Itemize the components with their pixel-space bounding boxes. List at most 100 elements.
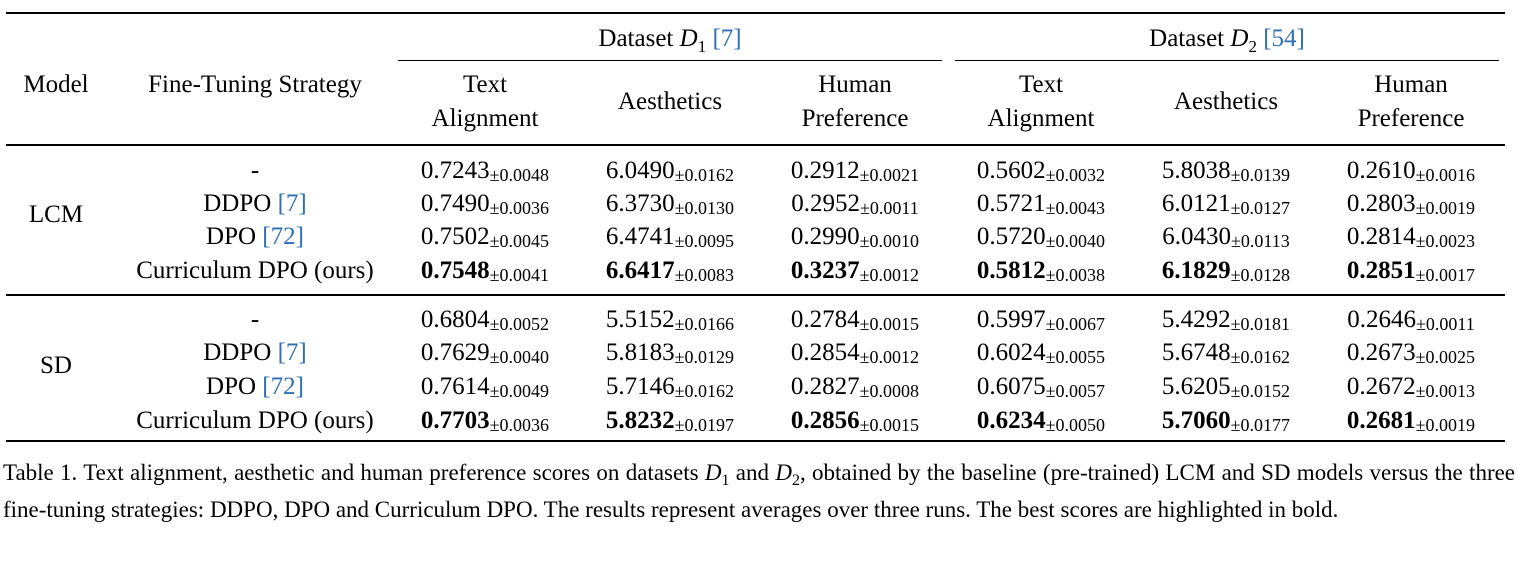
- score-cell: 5.4292±0.0181: [1134, 305, 1318, 336]
- score-std: ±0.0129: [674, 347, 735, 367]
- metric-header-3-line2: Alignment: [987, 105, 1095, 132]
- score-std: ±0.0162: [674, 165, 735, 185]
- score-value: 0.2672: [1346, 373, 1416, 400]
- score-cell: 0.5721±0.0043: [949, 189, 1133, 220]
- metric-header-4-line1: Aesthetics: [1173, 88, 1279, 115]
- dataset2-cite[interactable]: [54]: [1263, 25, 1305, 52]
- score-value: 5.7146: [605, 373, 675, 400]
- score-value: 0.6075: [976, 373, 1046, 400]
- score-std: ±0.0008: [859, 381, 920, 401]
- strategy-cite[interactable]: [7]: [277, 339, 307, 366]
- score-std: ±0.0023: [1415, 231, 1476, 251]
- score-cell: 5.7146±0.0162: [578, 372, 762, 403]
- header-model: Model: [23, 71, 89, 98]
- score-cell: 0.7614±0.0049: [393, 372, 577, 403]
- score-cell: 6.4741±0.0095: [578, 222, 762, 253]
- score-value: 5.8038: [1161, 157, 1231, 184]
- header-strategy: Fine-Tuning Strategy: [148, 71, 362, 98]
- dataset1-var: D: [679, 25, 698, 52]
- score-cell: 0.7243±0.0048: [393, 156, 577, 187]
- score-cell: 0.6024±0.0055: [949, 338, 1133, 369]
- score-std: ±0.0162: [674, 381, 735, 401]
- score-cell: 0.6234±0.0050: [949, 406, 1133, 437]
- strategy-cite[interactable]: [7]: [277, 190, 307, 217]
- score-cell: 5.8038±0.0139: [1134, 156, 1318, 187]
- score-cell: 5.7060±0.0177: [1134, 406, 1318, 437]
- score-std: ±0.0015: [859, 314, 920, 334]
- best-score-value: 0.2681: [1346, 407, 1416, 434]
- metric-header-0-line2: Alignment: [431, 105, 539, 132]
- score-cell: 0.2952±0.0011: [763, 189, 947, 220]
- caption-d1-sub: 1: [721, 472, 730, 489]
- score-std: ±0.0177: [1230, 415, 1291, 435]
- score-std: ±0.0166: [674, 314, 735, 334]
- score-std: ±0.0052: [489, 314, 550, 334]
- score-cell: 6.0121±0.0127: [1134, 189, 1318, 220]
- score-cell: 6.1829±0.0128: [1134, 256, 1318, 287]
- strategy-label: DPO: [206, 373, 263, 400]
- best-score-value: 6.6417: [605, 257, 675, 284]
- dataset1-rule: [398, 60, 942, 61]
- metric-header-3-line1: Text: [1018, 71, 1064, 98]
- score-cell: 6.6417±0.0083: [578, 256, 762, 287]
- header-rule: [6, 144, 1505, 146]
- score-value: 5.8183: [605, 339, 675, 366]
- score-value: 0.2912: [790, 157, 860, 184]
- score-cell: 0.2673±0.0025: [1319, 338, 1503, 369]
- score-std: ±0.0083: [674, 265, 735, 285]
- dataset2-prefix: Dataset: [1149, 25, 1231, 52]
- header-dataset2: Dataset D2 [54]: [955, 22, 1499, 57]
- metric-header-2-line2: Preference: [801, 105, 909, 132]
- strategy-label: Curriculum DPO (ours): [136, 407, 374, 434]
- score-std: ±0.0036: [489, 198, 550, 218]
- score-value: 5.6205: [1161, 373, 1231, 400]
- score-value: 0.2803: [1346, 190, 1416, 217]
- caption-d2-var: D: [775, 460, 792, 485]
- score-value: 0.2673: [1346, 339, 1416, 366]
- score-value: 0.5721: [976, 190, 1046, 217]
- score-std: ±0.0049: [489, 381, 550, 401]
- metric-header-5-line2: Preference: [1357, 105, 1465, 132]
- top-rule: [6, 12, 1505, 14]
- score-std: ±0.0045: [489, 231, 550, 251]
- score-std: ±0.0067: [1045, 314, 1106, 334]
- score-value: 0.2952: [791, 190, 861, 217]
- score-cell: 0.2803±0.0019: [1319, 189, 1503, 220]
- score-value: 0.2854: [790, 339, 860, 366]
- score-std: ±0.0016: [1415, 165, 1476, 185]
- score-std: ±0.0055: [1045, 347, 1106, 367]
- dataset1-sub: 1: [697, 37, 707, 56]
- score-cell: 0.2854±0.0012: [763, 338, 947, 369]
- score-value: 0.5720: [976, 223, 1046, 250]
- best-score-value: 0.7703: [420, 407, 490, 434]
- score-value: 0.2610: [1346, 157, 1416, 184]
- score-value: 6.0490: [605, 157, 675, 184]
- metric-header-0-line1: Text: [462, 71, 508, 98]
- score-cell: 0.6075±0.0057: [949, 372, 1133, 403]
- score-cell: 0.2646±0.0011: [1319, 305, 1503, 336]
- strategy-label: DDPO: [203, 339, 278, 366]
- caption-d1-var: D: [704, 460, 722, 485]
- score-cell: 0.7703±0.0036: [393, 406, 577, 437]
- score-cell: 0.7548±0.0041: [393, 256, 577, 287]
- score-cell: 0.2784±0.0015: [763, 305, 947, 336]
- bottom-rule: [6, 440, 1505, 442]
- score-std: ±0.0040: [489, 347, 550, 367]
- dataset1-cite[interactable]: [7]: [712, 25, 742, 52]
- score-std: ±0.0010: [859, 231, 920, 251]
- score-value: 0.7502: [420, 223, 490, 250]
- score-std: ±0.0095: [674, 231, 735, 251]
- score-cell: 0.2827±0.0008: [763, 372, 947, 403]
- strategy-cite[interactable]: [72]: [262, 223, 304, 250]
- score-std: ±0.0113: [1231, 231, 1290, 251]
- strategy-cite[interactable]: [72]: [262, 373, 304, 400]
- table-caption: Table 1. Text alignment, aesthetic and h…: [3, 456, 1515, 527]
- score-cell: 0.3237±0.0012: [763, 256, 947, 287]
- caption-part-3: , obtained by the baseline (pre-trained)…: [3, 460, 1516, 522]
- score-value: 0.5602: [976, 157, 1046, 184]
- score-cell: 0.7629±0.0040: [393, 338, 577, 369]
- score-cell: 0.6804±0.0052: [393, 305, 577, 336]
- score-std: ±0.0152: [1230, 381, 1291, 401]
- score-cell: 0.2681±0.0019: [1319, 406, 1503, 437]
- score-value: 0.5997: [976, 306, 1046, 333]
